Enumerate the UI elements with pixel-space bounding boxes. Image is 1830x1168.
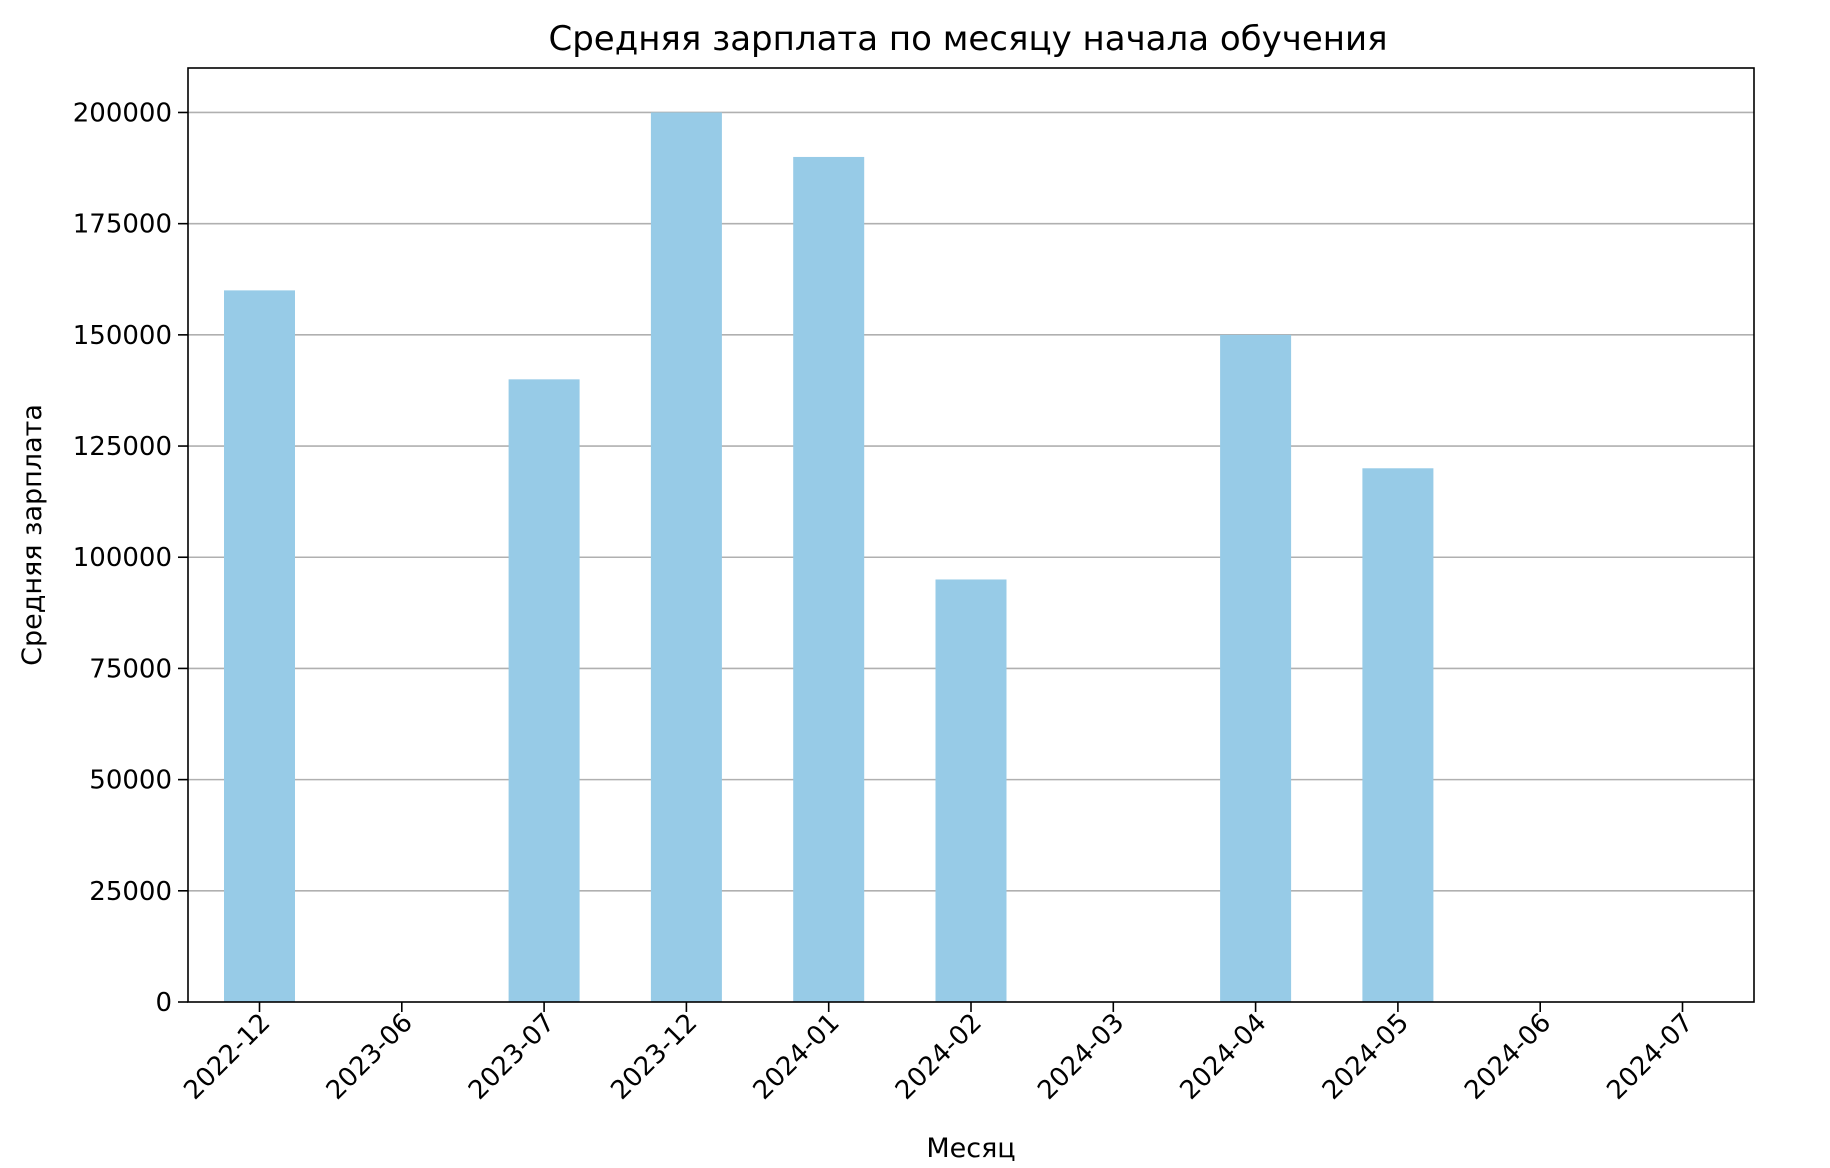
bar-2024-05 [1362,468,1434,1002]
x-axis-label: Месяц [926,1133,1015,1164]
y-axis-label: Средняя зарплата [17,404,48,666]
y-tick-label: 75000 [89,654,172,684]
bar-2024-04 [1220,334,1292,1002]
y-tick-label: 200000 [73,98,172,128]
x-tick-label: 2024-06 [1459,1008,1557,1106]
y-tick-label: 175000 [73,210,172,240]
bar-2023-12 [650,112,722,1002]
y-tick-label: 150000 [73,321,172,351]
x-tick-label: 2024-04 [1175,1008,1273,1106]
chart-title: Средняя зарплата по месяцу начала обучен… [548,19,1387,59]
y-tick-label: 0 [155,988,172,1018]
y-tick-label: 100000 [73,543,172,573]
y-tick-label: 125000 [73,432,172,462]
x-tick-label: 2024-05 [1317,1008,1415,1106]
bar-2024-01 [793,156,865,1002]
x-tick-label: 2022-12 [178,1008,276,1106]
x-tick-label: 2024-02 [890,1008,988,1106]
bar-2023-07 [508,379,580,1002]
x-tick-label: 2024-01 [748,1008,846,1106]
x-tick-label: 2023-06 [321,1008,419,1106]
x-axis-ticks: 2022-12 2023-06 2023-07 2023-12 2024-01 2024-… [178,1002,1699,1106]
bar-2022-12 [224,290,295,1002]
x-tick-label: 2024-03 [1032,1008,1130,1106]
bars [224,112,1434,1002]
x-tick-label: 2024-07 [1601,1008,1699,1106]
x-tick-label: 2023-07 [463,1008,561,1106]
y-axis-ticks: 0 25000 50000 75000 100000 125000 150000 175000… [73,98,188,1018]
bar-2024-02 [935,579,1007,1002]
y-tick-label: 25000 [89,877,172,907]
x-tick-label: 2023-12 [605,1008,703,1106]
y-tick-label: 50000 [89,766,172,796]
